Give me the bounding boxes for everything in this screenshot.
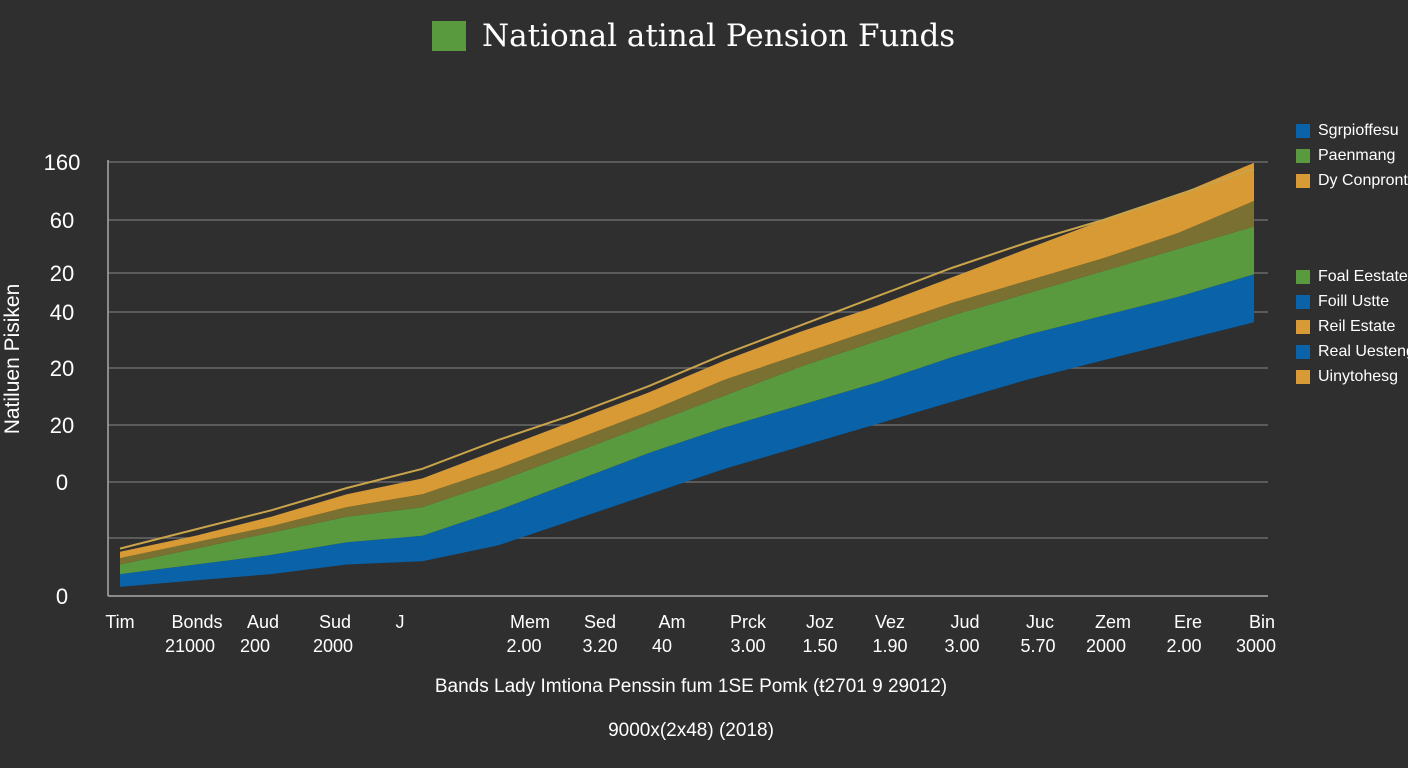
- x-tick-label: Ere: [1174, 612, 1202, 632]
- y-tick-label: 160: [44, 150, 81, 175]
- x-tick-label: Bonds: [171, 612, 222, 632]
- x-tick-sublabel: 3000: [1236, 636, 1276, 656]
- x-tick-labels-row2: 21000 200 2000 2.00 3.20 40 3.00 1.50 1.90 3.00 5.…: [165, 636, 1276, 656]
- chart-title: National atinal Pension Funds: [482, 18, 956, 54]
- legend-label: Dy Conpront: [1318, 171, 1408, 189]
- y-tick-label: 20: [50, 356, 74, 381]
- legend-swatch: [1296, 319, 1310, 334]
- y-tick-label: 0: [56, 584, 68, 609]
- area-blue: [120, 274, 1254, 587]
- x-tick-label: Bin: [1249, 612, 1275, 632]
- trend-line: [119, 168, 1255, 550]
- x-tick-label: Juc: [1026, 612, 1054, 632]
- x-tick-sublabel: 3.20: [582, 636, 617, 656]
- y-tick-label: 20: [50, 413, 74, 438]
- legend-group-1: Sgrpioffesu Paenmang Dy Conpront: [1296, 118, 1408, 193]
- legend-swatch: [1296, 344, 1310, 359]
- x-tick-sublabel: 21000: [165, 636, 215, 656]
- legend-label: Sgrpioffesu: [1318, 121, 1399, 139]
- legend-item: Uinytohesg: [1296, 364, 1408, 389]
- legend-label: Paenmang: [1318, 146, 1396, 164]
- legend-group-2: Foal Eestate Foill Ustte Reil Estate Real U…: [1296, 264, 1408, 389]
- x-tick-label: Aud: [247, 612, 279, 632]
- x-tick-sublabel: 2.00: [506, 636, 541, 656]
- x-tick-labels-row1: Tim Bonds Aud Sud J Mem Sed Am Prck Joz Vez Jud Juc Z…: [105, 612, 1275, 632]
- x-tick-label: Joz: [806, 612, 834, 632]
- x-tick-sublabel: 1.50: [802, 636, 837, 656]
- legend-label: Uinytohesg: [1318, 367, 1399, 385]
- legend-swatch: [1296, 148, 1310, 163]
- legend-swatch: [1296, 123, 1310, 138]
- legend-item: Real Uesteng: [1296, 339, 1408, 364]
- legend-swatch: [1296, 294, 1310, 309]
- legend-label: Real Uesteng: [1318, 342, 1408, 360]
- x-tick-sublabel: 5.70: [1020, 636, 1055, 656]
- legend-label: Reil Estate: [1318, 317, 1396, 335]
- y-tick-label: 0: [56, 470, 68, 495]
- y-tick-label: 40: [50, 300, 74, 325]
- trend-line-group: [119, 168, 1255, 550]
- legend-item: Foal Eestate: [1296, 264, 1408, 289]
- legend-item: Paenmang: [1296, 143, 1408, 168]
- caption-line-1: Bands Lady Imtiona Penssin fum 1SE Pomk …: [434, 676, 948, 697]
- legend-item: Dy Conpront: [1296, 168, 1408, 193]
- x-tick-label: Tim: [105, 612, 134, 632]
- x-tick-label: J: [396, 612, 405, 632]
- legend-label: Foill Ustte: [1318, 292, 1390, 310]
- area-series: [120, 162, 1254, 587]
- area-green: [120, 226, 1254, 575]
- legend-swatch: [1296, 173, 1310, 188]
- x-tick-label: Prck: [730, 612, 767, 632]
- y-axis-label: Natiluen Pisiken: [1, 283, 24, 435]
- x-tick-label: Vez: [875, 612, 905, 632]
- chart-title-group: National atinal Pension Funds: [432, 16, 955, 56]
- x-tick-sublabel: 2000: [313, 636, 353, 656]
- x-tick-sublabel: 3.00: [944, 636, 979, 656]
- x-tick-label: Sud: [319, 612, 351, 632]
- x-tick-label: Zem: [1095, 612, 1131, 632]
- x-tick-sublabel: 2000: [1086, 636, 1126, 656]
- x-tick-sublabel: 40: [652, 636, 672, 656]
- x-tick-label: Sed: [584, 612, 616, 632]
- legend-swatch: [1296, 269, 1310, 284]
- y-tick-label: 60: [50, 208, 74, 233]
- x-tick-label: Jud: [950, 612, 979, 632]
- x-tick-sublabel: 3.00: [730, 636, 765, 656]
- legend-item: Reil Estate: [1296, 314, 1408, 339]
- legend-swatch: [1296, 369, 1310, 384]
- legend-item: Foill Ustte: [1296, 289, 1408, 314]
- title-swatch: [432, 21, 466, 51]
- x-tick-sublabel: 2.00: [1166, 636, 1201, 656]
- y-tick-label: 20: [50, 261, 74, 286]
- legend-label: Foal Eestate: [1318, 267, 1408, 285]
- x-tick-label: Am: [659, 612, 686, 632]
- legend-item: Sgrpioffesu: [1296, 118, 1408, 143]
- y-tick-labels: 160 60 20 40 20 20 0 0: [44, 150, 81, 609]
- x-tick-label: Mem: [510, 612, 550, 632]
- x-tick-sublabel: 200: [240, 636, 270, 656]
- x-tick-sublabel: 1.90: [872, 636, 907, 656]
- caption-line-2: 9000x(2x48) (2018): [608, 720, 774, 741]
